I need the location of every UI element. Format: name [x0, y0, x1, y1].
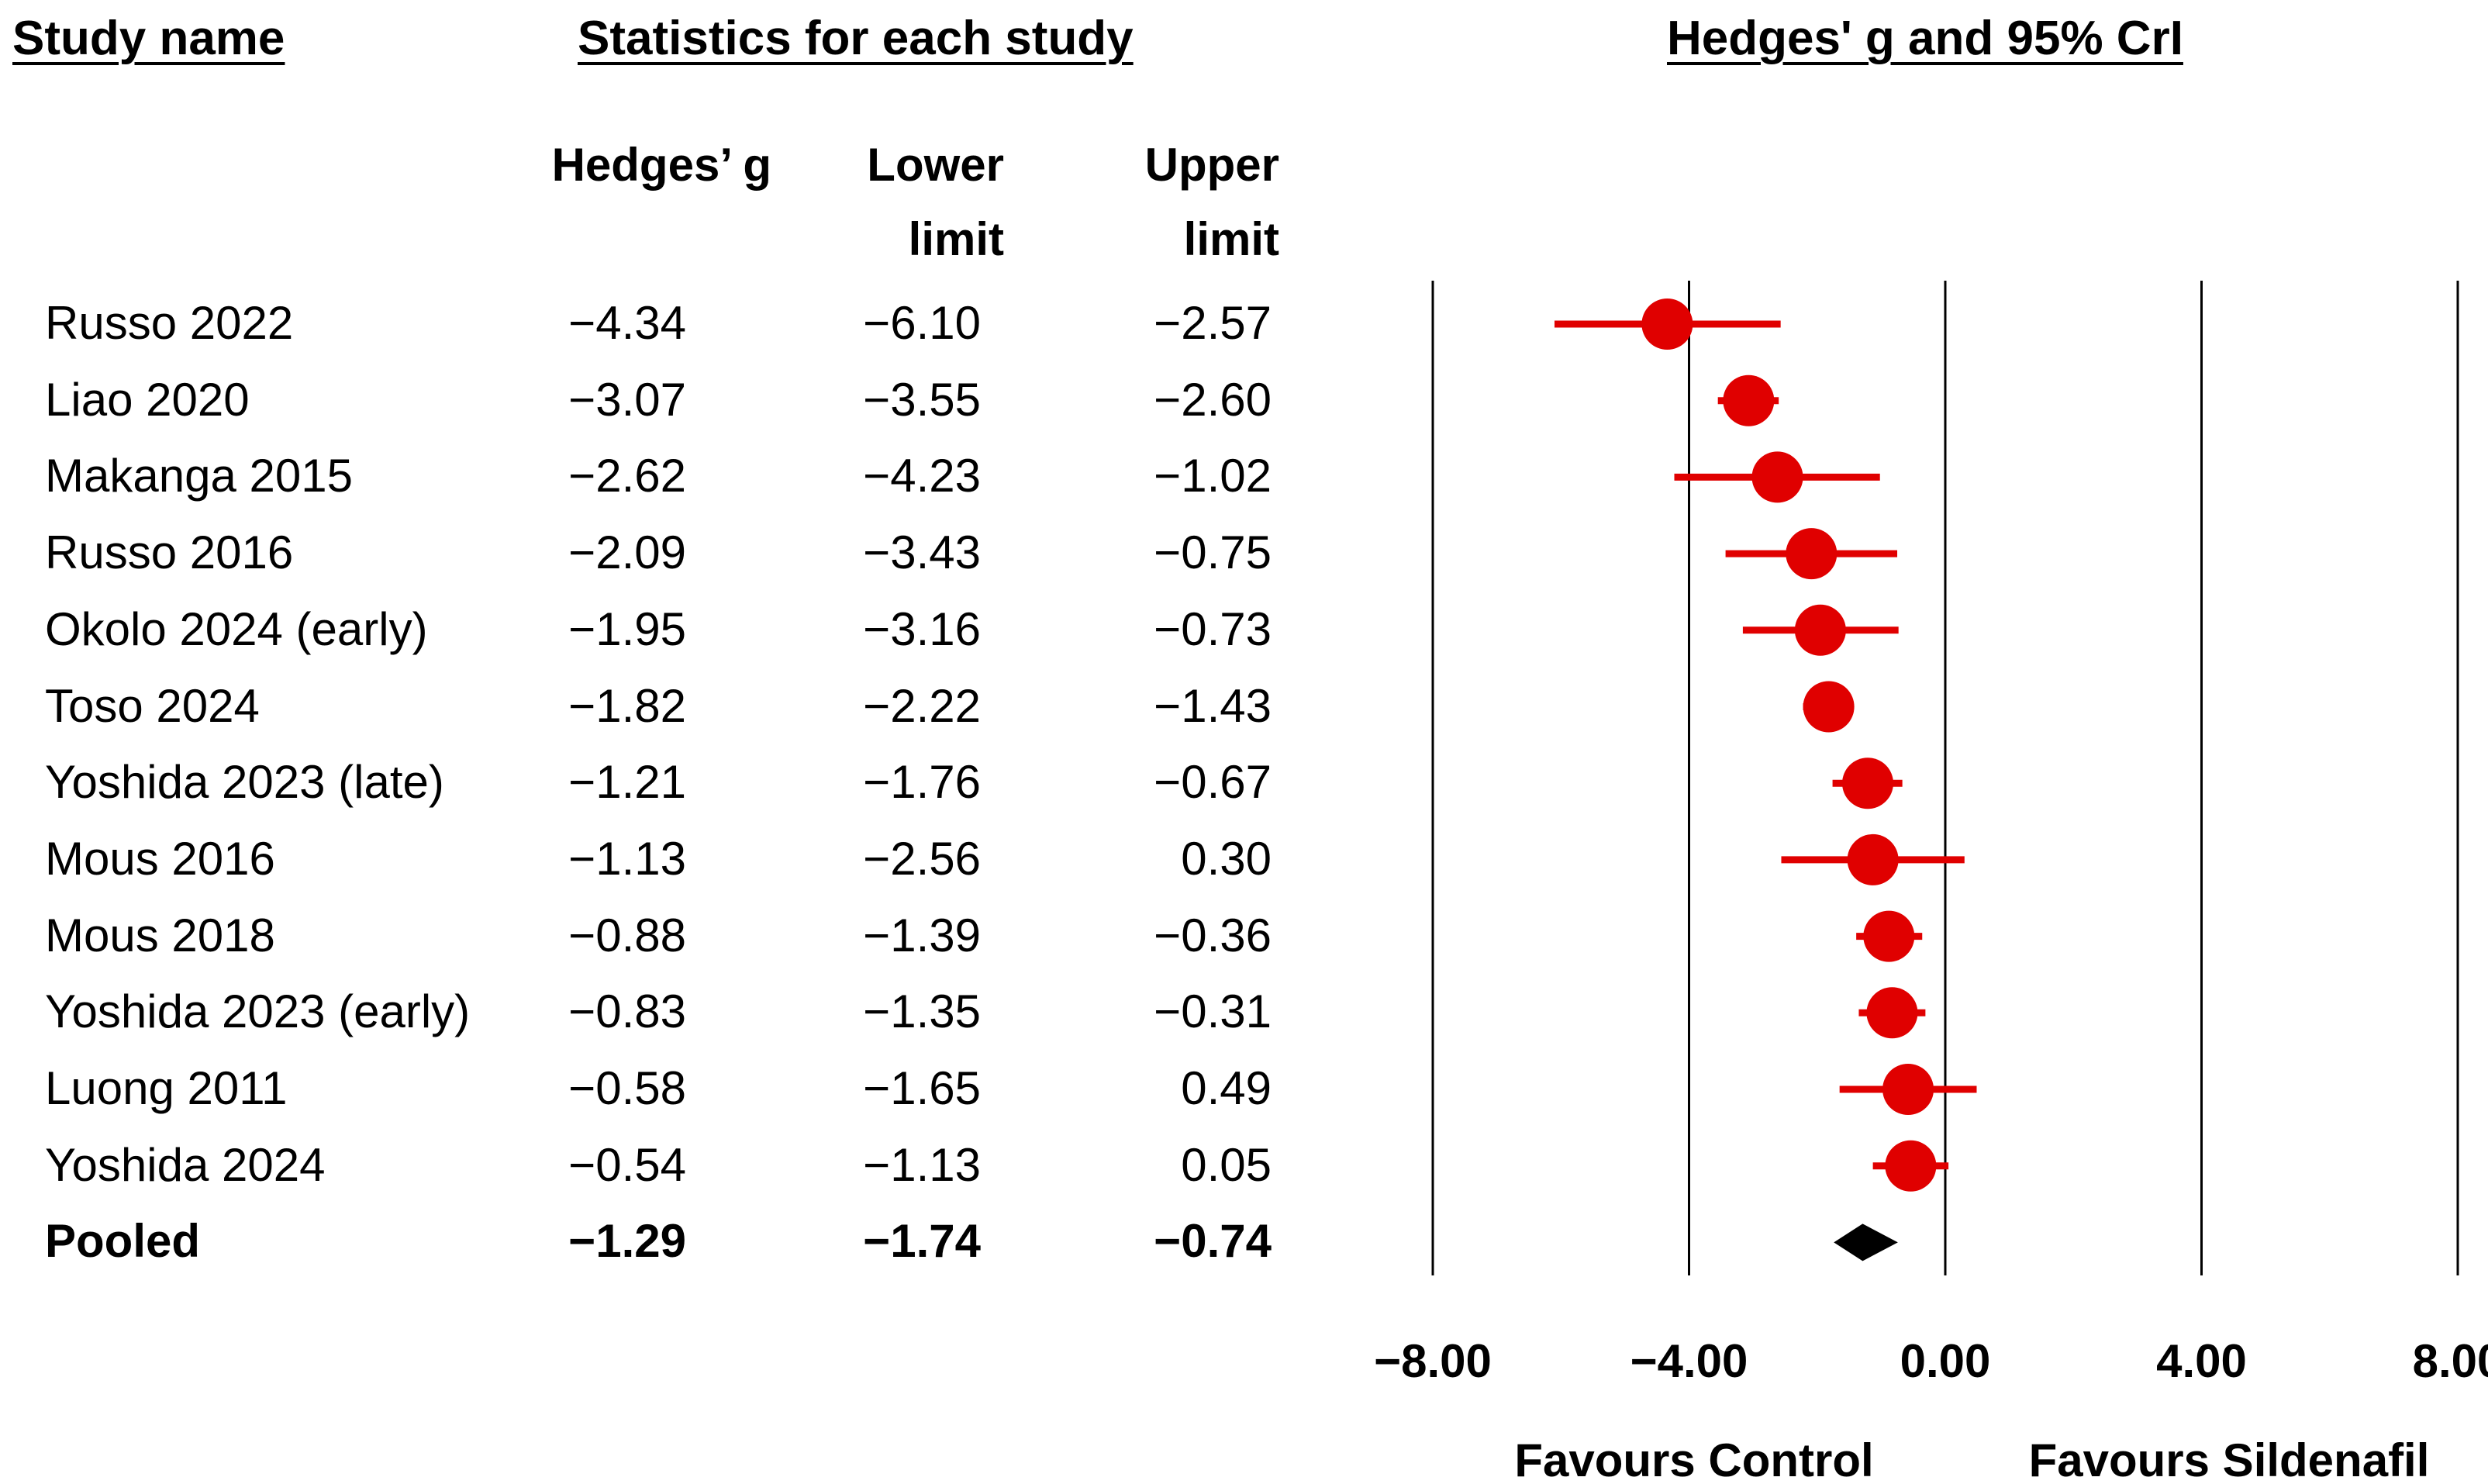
effect-point: [1863, 910, 1915, 962]
hedges-g-value: −1.82: [568, 679, 686, 732]
lower-limit-value: −1.35: [863, 985, 981, 1038]
upper-limit-value: 0.30: [1181, 832, 1272, 885]
lower-limit-value: −2.22: [863, 679, 981, 732]
col-header-hedges-g: Hedges’ g: [551, 139, 771, 191]
plot-title: Hedges' g and 95% CrI: [1667, 12, 2183, 65]
x-tick-label: 8.00: [2413, 1335, 2488, 1387]
effect-point: [1723, 374, 1775, 426]
pooled-g: −1.29: [568, 1215, 686, 1268]
upper-limit-value: 0.49: [1181, 1062, 1272, 1114]
hedges-g-value: −1.21: [568, 756, 686, 809]
study-name: Mous 2018: [45, 909, 275, 961]
study-name-header: Study name: [12, 12, 285, 65]
study-name: Toso 2024: [45, 679, 260, 732]
lower-limit-value: −6.10: [863, 297, 981, 349]
effect-point: [1866, 987, 1918, 1039]
pooled-name: Pooled: [45, 1215, 201, 1268]
upper-limit-value: −0.67: [1154, 756, 1272, 809]
x-tick-label: −8.00: [1374, 1335, 1492, 1387]
col-header-lower-2: limit: [908, 213, 1004, 265]
x-tick-label: −4.00: [1630, 1335, 1748, 1387]
study-name: Mous 2016: [45, 832, 275, 885]
study-name: Okolo 2024 (early): [45, 602, 428, 655]
study-name: Yoshida 2023 (late): [45, 756, 444, 809]
study-name: Yoshida 2023 (early): [45, 985, 471, 1038]
x-tick-label: 0.00: [1900, 1335, 1991, 1387]
effect-point: [1786, 528, 1838, 580]
hedges-g-value: −0.88: [568, 909, 686, 961]
hedges-g-value: −4.34: [568, 297, 686, 349]
lower-limit-value: −3.16: [863, 602, 981, 655]
lower-limit-value: −1.39: [863, 909, 981, 961]
effect-point: [1882, 1064, 1934, 1115]
effect-point: [1794, 604, 1846, 656]
study-name: Yoshida 2024: [45, 1138, 326, 1191]
col-header-upper-1: Upper: [1144, 139, 1279, 191]
favours-sildenafil-label: Favours Sildenafil: [2029, 1434, 2430, 1484]
x-tick-label: 4.00: [2156, 1335, 2247, 1387]
lower-limit-value: −3.55: [863, 373, 981, 426]
lower-limit-value: −1.65: [863, 1062, 981, 1114]
upper-limit-value: −2.57: [1154, 297, 1272, 349]
upper-limit-value: −0.36: [1154, 909, 1272, 961]
lower-limit-value: −2.56: [863, 832, 981, 885]
lower-limit-value: −3.43: [863, 526, 981, 579]
study-name: Russo 2022: [45, 297, 294, 349]
upper-limit-value: −0.31: [1154, 985, 1272, 1038]
study-name: Luong 2011: [45, 1062, 288, 1114]
statistics-header: Statistics for each study: [578, 12, 1134, 65]
study-name: Liao 2020: [45, 373, 250, 426]
lower-limit-value: −1.13: [863, 1138, 981, 1191]
upper-limit-value: −2.60: [1154, 373, 1272, 426]
upper-limit-value: −1.02: [1154, 450, 1272, 502]
lower-limit-value: −4.23: [863, 450, 981, 502]
hedges-g-value: −0.54: [568, 1138, 686, 1191]
upper-limit-value: 0.05: [1181, 1138, 1272, 1191]
study-name: Russo 2016: [45, 526, 294, 579]
pooled-lower: −1.74: [863, 1215, 981, 1268]
lower-limit-value: −1.76: [863, 756, 981, 809]
pooled-upper: −0.74: [1154, 1215, 1272, 1268]
effect-point: [1842, 758, 1894, 809]
col-header-upper-2: limit: [1183, 213, 1279, 265]
effect-point: [1885, 1140, 1937, 1192]
pooled-diamond: [1834, 1223, 1898, 1261]
favours-control-label: Favours Control: [1514, 1434, 1873, 1484]
upper-limit-value: −1.43: [1154, 679, 1272, 732]
hedges-g-value: −2.62: [568, 450, 686, 502]
hedges-g-value: −1.95: [568, 602, 686, 655]
hedges-g-value: −0.58: [568, 1062, 686, 1114]
upper-limit-value: −0.73: [1154, 602, 1272, 655]
effect-point: [1847, 833, 1899, 885]
upper-limit-value: −0.75: [1154, 526, 1272, 579]
effect-point: [1751, 451, 1803, 503]
effect-point: [1641, 299, 1693, 350]
hedges-g-value: −3.07: [568, 373, 686, 426]
study-name: Makanga 2015: [45, 450, 353, 502]
hedges-g-value: −2.09: [568, 526, 686, 579]
col-header-lower-1: Lower: [867, 139, 1004, 191]
hedges-g-value: −1.13: [568, 832, 686, 885]
hedges-g-value: −0.83: [568, 985, 686, 1038]
effect-point: [1803, 681, 1855, 733]
